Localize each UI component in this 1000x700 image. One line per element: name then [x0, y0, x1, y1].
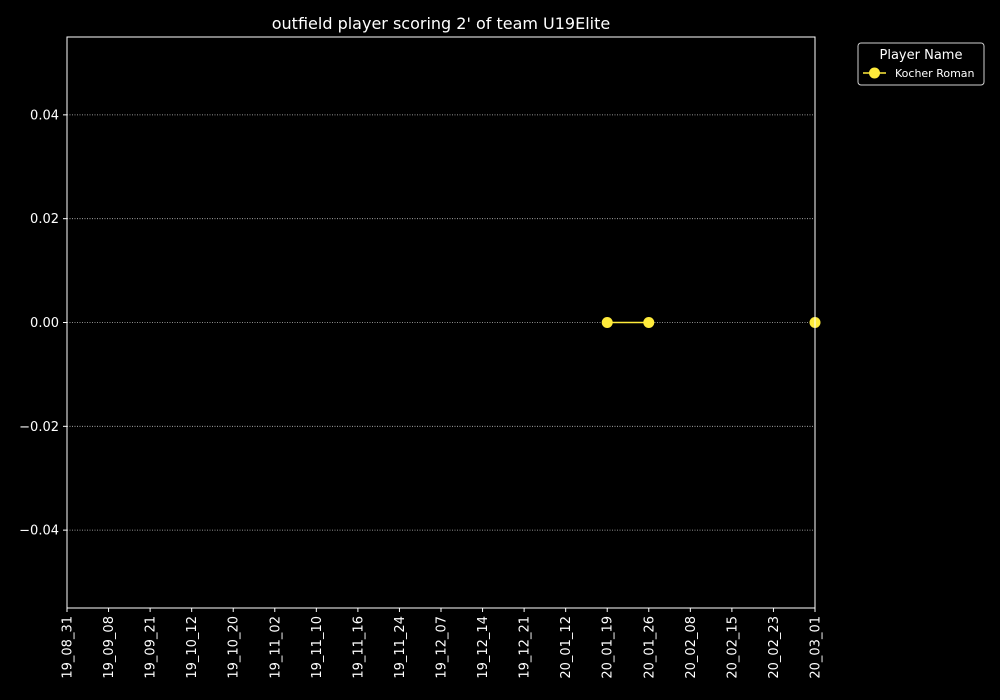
y-tick-label-2: 0.00	[30, 316, 59, 331]
chart-title: outfield player scoring 2' of team U19El…	[272, 14, 610, 33]
x-tick-label-11: 19_12_21	[518, 616, 533, 679]
x-tick-label-13: 20_01_19	[601, 616, 616, 679]
x-tick-label-2: 19_09_21	[144, 616, 159, 679]
legend-title: Player Name	[880, 48, 963, 63]
legend-box	[857, 42, 985, 86]
x-tick-label-17: 20_02_23	[767, 616, 782, 679]
x-tick-label-0: 19_08_31	[61, 616, 76, 679]
x-axis: 19_08_31 19_09_08 19_09_21 19_10_12 19_10_20…	[61, 608, 824, 679]
y-tick-label-1: 0.02	[30, 212, 59, 227]
y-tick-label-3: −0.02	[19, 420, 59, 435]
x-tick-label-5: 19_11_02	[268, 616, 283, 679]
x-tick-label-15: 20_02_08	[684, 616, 699, 679]
y-tick-label-0: 0.04	[30, 108, 59, 123]
legend-swatch-marker	[869, 67, 880, 79]
x-tick-label-18: 20_03_01	[809, 616, 824, 679]
x-tick-label-3: 19_10_12	[185, 616, 200, 679]
y-tick-label-4: −0.04	[19, 524, 59, 539]
grid-layer	[67, 114, 815, 531]
x-tick-label-7: 19_11_16	[351, 616, 366, 679]
x-tick-label-14: 20_01_26	[642, 616, 657, 679]
x-tick-label-1: 19_09_08	[102, 616, 117, 679]
legend-entry-label: Kocher Roman	[895, 67, 975, 80]
x-tick-label-8: 19_11_24	[393, 616, 408, 679]
x-tick-label-6: 19_11_10	[310, 616, 325, 679]
x-tick-label-9: 19_12_07	[435, 616, 450, 679]
plot-frame	[66, 36, 816, 609]
series-0-point-0	[601, 317, 613, 328]
series-0-point-1	[643, 317, 655, 328]
x-tick-label-12: 20_01_12	[559, 616, 574, 679]
x-tick-label-16: 20_02_15	[725, 616, 740, 679]
x-tick-label-4: 19_10_20	[227, 616, 242, 679]
x-tick-label-10: 19_12_14	[476, 616, 491, 679]
y-axis: 0.04 0.02 0.00 −0.02 −0.04	[19, 108, 67, 539]
legend: Player Name Kocher Roman	[857, 42, 985, 86]
